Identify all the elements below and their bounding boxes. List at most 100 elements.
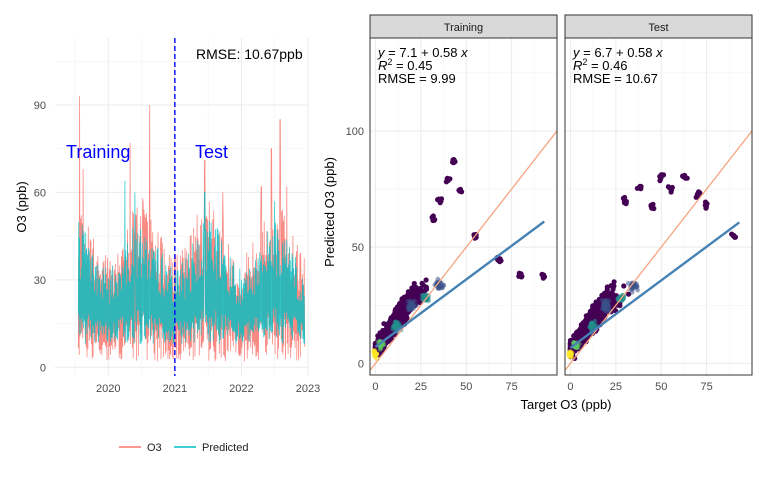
- facet-strip-label: Test: [648, 22, 668, 34]
- regression-equation: y = 7.1 + 0.58 x: [377, 45, 468, 60]
- scatter-point-dense: [381, 342, 387, 347]
- scatter-point-dense: [435, 286, 441, 291]
- scatter-point-dense: [589, 321, 594, 327]
- facet-x-tick-label: 75: [700, 381, 712, 393]
- scatter-point: [596, 310, 602, 316]
- legend: O3 Predicted: [119, 442, 248, 454]
- facet-x-tick-label: 75: [505, 381, 517, 393]
- scatter-point: [450, 157, 456, 163]
- facet-panel-border: [564, 37, 753, 376]
- equation-rhs: = 6.7 + 0.58: [580, 45, 657, 60]
- r-squared-symbol: R: [378, 58, 387, 73]
- equation-y: y: [377, 45, 386, 60]
- scatter-point: [587, 308, 594, 314]
- scatter-point: [622, 197, 628, 204]
- scatter-point-dense: [393, 319, 399, 325]
- timeseries-y-axis-label: O3 (ppb): [14, 181, 29, 232]
- r-squared-superscript: 2: [582, 57, 587, 67]
- scatter-point: [420, 282, 426, 288]
- timeseries-x-tick-label: 2020: [96, 383, 120, 395]
- scatter-point: [541, 272, 547, 278]
- timeseries-x-tick-label: 2023: [296, 383, 320, 395]
- regression-line: [374, 220, 546, 348]
- rmse-label: RMSE = 10.67: [573, 71, 658, 86]
- scatter-x-axis-label: Target O3 (ppb): [520, 397, 611, 412]
- scatter-point: [730, 233, 737, 239]
- scatter-point: [702, 199, 709, 205]
- timeseries-y-tick-label: 30: [34, 275, 46, 287]
- equation-x: x: [655, 45, 663, 60]
- facet-x-tick-label: 50: [460, 381, 472, 393]
- scatter-point: [399, 297, 406, 303]
- facet-x-tick-label: 0: [567, 381, 573, 393]
- equation-x: x: [460, 45, 468, 60]
- timeseries-y-tick-label: 60: [34, 187, 46, 199]
- facet-points: [370, 129, 557, 371]
- scatter-point: [703, 204, 709, 210]
- regression-equation: y = 6.7 + 0.58 x: [572, 45, 663, 60]
- scatter-point-dense: [440, 285, 445, 291]
- legend-o3-label: O3: [147, 442, 162, 454]
- r-squared-value: = 0.45: [392, 58, 432, 73]
- timeseries-y-tick-label: 90: [34, 100, 46, 112]
- scatter-point-dense: [414, 303, 419, 308]
- equation-rhs: = 7.1 + 0.58: [385, 45, 462, 60]
- scatter-point: [604, 284, 610, 290]
- scatter-point: [596, 315, 602, 321]
- scatter-point: [611, 279, 617, 285]
- timeseries-axes: 0 30 60 90 2020 2021 2022 2023: [34, 100, 320, 395]
- facet-y-tick-label: 0: [358, 358, 364, 370]
- scatter-point-dense: [601, 306, 606, 311]
- scatter-point-dense: [568, 352, 573, 357]
- r-squared-symbol: R: [573, 58, 582, 73]
- scatter-point: [456, 187, 462, 194]
- r-squared-value: = 0.46: [587, 58, 627, 73]
- legend-predicted-label: Predicted: [202, 442, 248, 454]
- facet-panel-border: [369, 37, 558, 376]
- timeseries-x-tick-label: 2021: [163, 383, 187, 395]
- facet-x-tick-label: 25: [415, 381, 427, 393]
- scatter-point: [590, 312, 596, 318]
- scatter-point-dense: [606, 298, 612, 303]
- facet-strip-label: Training: [444, 22, 483, 34]
- scatter-point: [611, 283, 617, 289]
- facet-x-tick-label: 50: [655, 381, 667, 393]
- series-predicted-line: [77, 180, 306, 344]
- equation-y: y: [572, 45, 581, 60]
- scatter-point: [601, 290, 608, 296]
- identity-line: [370, 129, 557, 371]
- scatter-point-dense: [602, 299, 608, 305]
- scatter-point: [610, 293, 617, 300]
- scatter-point: [621, 283, 627, 289]
- scatter-point: [497, 259, 503, 265]
- scatter-point: [579, 326, 585, 332]
- timeseries-chart: 0 30 60 90 2020 2021 2022 2023 O3 (ppb) RMSE: 1…: [14, 38, 320, 395]
- scatter-point: [423, 277, 429, 283]
- scatter-point-dense: [397, 322, 403, 328]
- scatter-point: [648, 203, 654, 209]
- scatter-point: [518, 274, 525, 280]
- facet-y-tick-label: 50: [352, 242, 364, 254]
- facet-y-tick-label: 100: [346, 126, 364, 138]
- scatter-point: [380, 332, 386, 338]
- timeseries-series: [77, 38, 306, 376]
- scatter-point: [447, 176, 453, 182]
- scatter-point: [386, 329, 392, 335]
- scatter-point: [584, 327, 590, 334]
- scatter-point-dense: [410, 303, 416, 309]
- scatter-point: [606, 293, 612, 299]
- r-squared-superscript: 2: [387, 57, 392, 67]
- rmse-annotation: RMSE: 10.67ppb: [196, 46, 303, 62]
- scatter-point-dense: [372, 351, 378, 357]
- facet-points: [565, 129, 752, 371]
- scatter-point: [658, 175, 664, 181]
- timeseries-x-tick-label: 2022: [229, 383, 253, 395]
- scatter-point-dense: [422, 292, 428, 298]
- r-squared-label: R2 = 0.46: [573, 57, 628, 73]
- regression-line: [569, 221, 741, 349]
- facet-x-tick-label: 25: [610, 381, 622, 393]
- facet-x-tick-label: 0: [372, 381, 378, 393]
